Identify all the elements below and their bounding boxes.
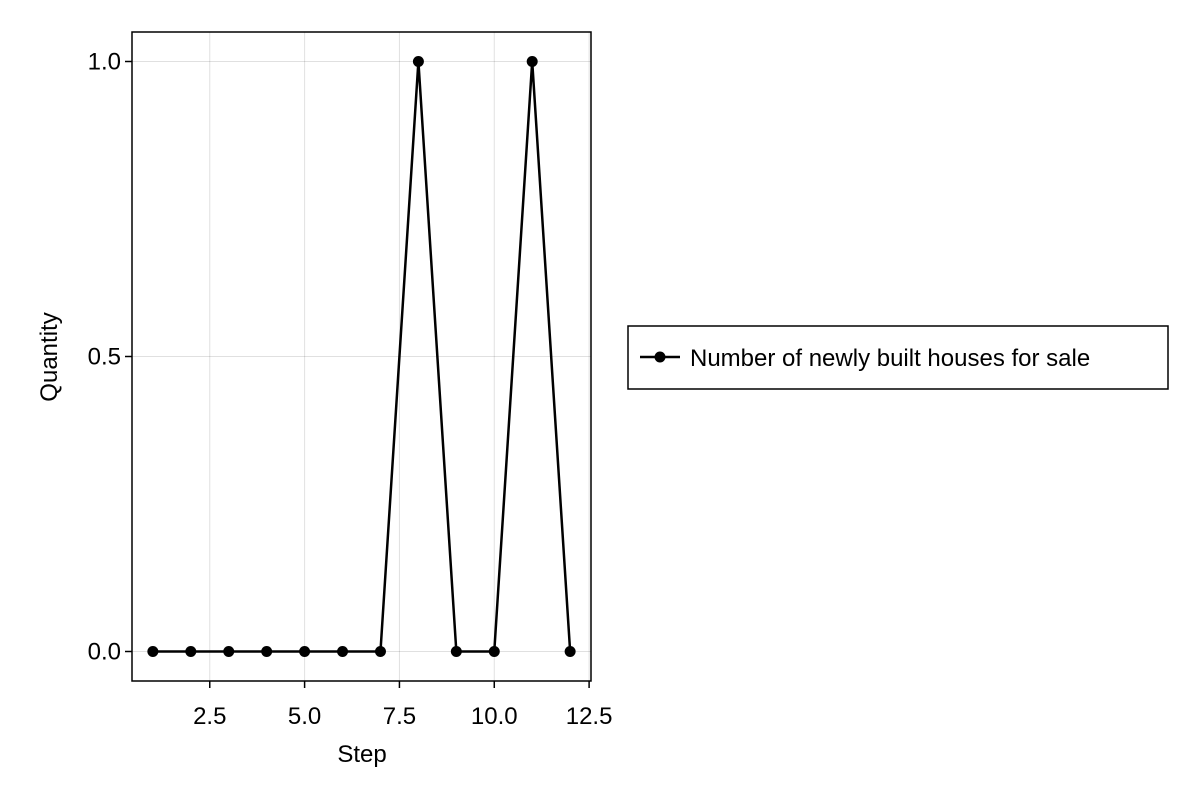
y-tick-label: 0.0	[88, 639, 121, 666]
x-tick-label: 2.5	[193, 703, 226, 730]
legend: Number of newly built houses for sale	[627, 325, 1169, 390]
data-point	[337, 646, 349, 657]
x-tick-label: 10.0	[471, 703, 518, 730]
y-tick-label: 1.0	[88, 49, 121, 76]
y-tick-label: 0.5	[88, 344, 121, 371]
data-point	[185, 646, 197, 657]
x-axis-label: Step	[337, 741, 386, 768]
data-point	[450, 646, 462, 657]
series-layer	[147, 56, 576, 657]
legend-box	[627, 325, 1169, 390]
x-tick-label: 7.5	[383, 703, 416, 730]
x-axis: 2.5 5.0 7.5 10.0 12.5	[193, 681, 612, 730]
x-tick-label: 5.0	[288, 703, 321, 730]
y-axis: 0.0 0.5 1.0	[88, 49, 132, 666]
data-point	[412, 56, 424, 67]
legend-marker-swatch	[654, 351, 666, 363]
data-point	[223, 646, 235, 657]
data-point	[374, 646, 386, 657]
y-axis-label: Quantity	[36, 312, 63, 401]
data-point	[147, 646, 159, 657]
data-point	[261, 646, 273, 657]
series-line	[152, 61, 572, 653]
data-point	[488, 646, 500, 657]
data-point	[526, 56, 538, 67]
x-tick-label: 12.5	[566, 703, 613, 730]
legend-label: Number of newly built houses for sale	[690, 345, 1090, 372]
data-point	[564, 646, 576, 657]
grid	[132, 32, 591, 681]
data-point	[299, 646, 311, 657]
